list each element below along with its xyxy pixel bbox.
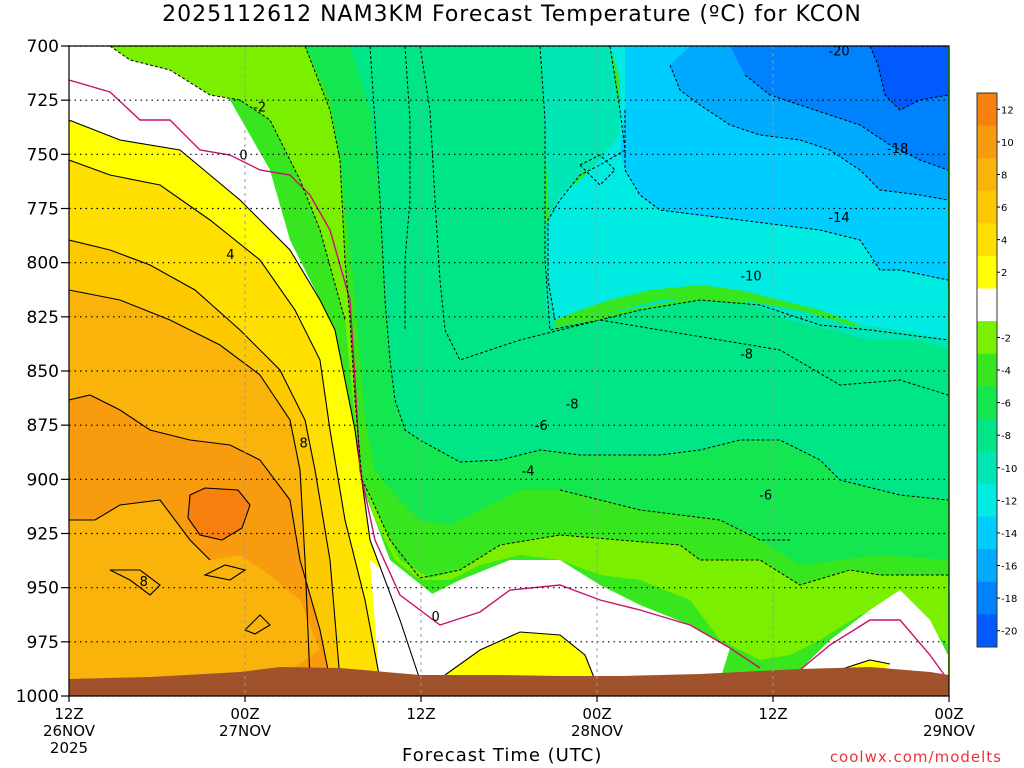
y-tick-label: 950 <box>27 579 59 599</box>
contour-label: 0 <box>239 148 247 163</box>
colorbar-swatch <box>977 255 997 290</box>
y-tick-label: 1000 <box>16 687 59 707</box>
band-blue-deep <box>870 46 948 110</box>
y-tick-label: 975 <box>27 633 59 653</box>
colorbar-swatch <box>977 581 997 615</box>
colorbar-label: -8 <box>1001 431 1011 442</box>
contour-label: -6 <box>535 419 548 434</box>
contour-label: 4 <box>226 248 234 263</box>
colorbar-label: 8 <box>1001 170 1007 181</box>
band-over-12 <box>69 500 320 696</box>
x-tick-year: 2025 <box>50 739 88 757</box>
contour-label: -8 <box>740 348 753 363</box>
colorbar-label: -2 <box>1001 333 1011 344</box>
contour-label: -6 <box>759 489 772 504</box>
contour-lines-cold <box>109 46 949 586</box>
contour-label: -8 <box>566 398 579 413</box>
contour-lines-warm <box>69 119 891 681</box>
y-axis: 700 725 750 775 800 825 850 875 900 925 950 975 1000 <box>16 37 69 707</box>
y-tick-label: 800 <box>27 254 59 274</box>
colorbar-label: 12 <box>1001 105 1014 116</box>
colorbar-label: -18 <box>1001 594 1017 605</box>
colorbar-label: -20 <box>1001 627 1017 638</box>
chart-title: 2025112612 NAM3KM Forecast Temperature (… <box>162 2 862 27</box>
y-tick-label: 875 <box>27 416 59 436</box>
y-tick-label: 850 <box>27 362 59 382</box>
x-axis-label: Forecast Time (UTC) <box>402 745 603 766</box>
band-teal <box>350 46 948 500</box>
colorbar-label: -10 <box>1001 464 1017 475</box>
colorbar-label: -14 <box>1001 529 1017 540</box>
y-tick-label: 925 <box>27 525 59 545</box>
colorbar-swatch <box>977 549 997 583</box>
colorbar-swatch <box>977 321 997 355</box>
colorbar-swatch <box>977 288 997 322</box>
ground <box>69 667 949 696</box>
x-tick-date: 29NOV <box>923 722 976 740</box>
colorbar-swatch <box>977 353 997 387</box>
colorbar-swatch <box>977 386 997 420</box>
y-tick-label: 825 <box>27 308 59 328</box>
colorbar-swatch <box>977 614 997 648</box>
contour-label: 8 <box>300 437 308 452</box>
x-tick-date: 27NOV <box>219 722 272 740</box>
contour-label: 0 <box>432 610 440 625</box>
y-tick-label: 750 <box>27 145 59 165</box>
x-tick-time: 00Z <box>230 705 259 723</box>
y-tick-label: 775 <box>27 200 59 220</box>
colorbar-legend: 12 10 8 6 4 2 -2 -4 -6 -8 -10 -12 -14 -16 -18 -20 <box>976 92 1017 648</box>
y-tick-label: 900 <box>27 470 59 490</box>
band-aqua <box>540 46 948 350</box>
colorbar-swatch <box>977 516 997 550</box>
contour-label: -14 <box>828 211 849 226</box>
band-white-low-b <box>790 590 948 690</box>
credit-text: coolwx.com/modelts <box>829 748 1002 766</box>
band-light-green <box>110 46 949 696</box>
colorbar-swatch <box>977 484 997 518</box>
grid-vertical <box>244 46 774 696</box>
x-tick-time: 12Z <box>54 705 83 723</box>
colorbar-label: 10 <box>1001 138 1014 149</box>
colorbar-swatch <box>977 418 997 452</box>
contour-label: -2 <box>253 101 266 116</box>
x-tick-date: 28NOV <box>571 722 624 740</box>
contour-label: -18 <box>887 142 908 157</box>
colorbar-label: -4 <box>1001 366 1011 377</box>
contour-label: -10 <box>740 270 761 285</box>
x-tick-date: 26NOV <box>43 722 96 740</box>
colorbar-label: 6 <box>1001 203 1007 214</box>
band-yellow-low-a <box>445 632 595 680</box>
band-white-low-a <box>370 560 730 690</box>
colorbar-swatch <box>977 125 997 159</box>
contour-label: 8 <box>140 575 148 590</box>
contour-label: -20 <box>828 44 849 59</box>
colorbar-swatch <box>977 451 997 485</box>
colorbar-label: 2 <box>1001 268 1007 279</box>
colorbar-label: 4 <box>1001 236 1007 247</box>
colorbar-swatch <box>977 93 997 127</box>
colorbar-swatch <box>977 158 997 192</box>
x-tick-time: 00Z <box>934 705 963 723</box>
contour-label: -4 <box>522 465 535 480</box>
x-tick-time: 12Z <box>406 705 435 723</box>
y-tick-label: 700 <box>27 37 59 57</box>
band-warm-core <box>188 488 250 540</box>
y-tick-label: 725 <box>27 91 59 111</box>
x-tick-time: 12Z <box>758 705 787 723</box>
colorbar-label: -12 <box>1001 496 1017 507</box>
colorbar-swatch <box>977 190 997 224</box>
colorbar-label: -16 <box>1001 562 1017 573</box>
x-tick-time: 00Z <box>582 705 611 723</box>
colorbar-label: -6 <box>1001 399 1011 410</box>
colorbar-swatch <box>977 223 997 257</box>
